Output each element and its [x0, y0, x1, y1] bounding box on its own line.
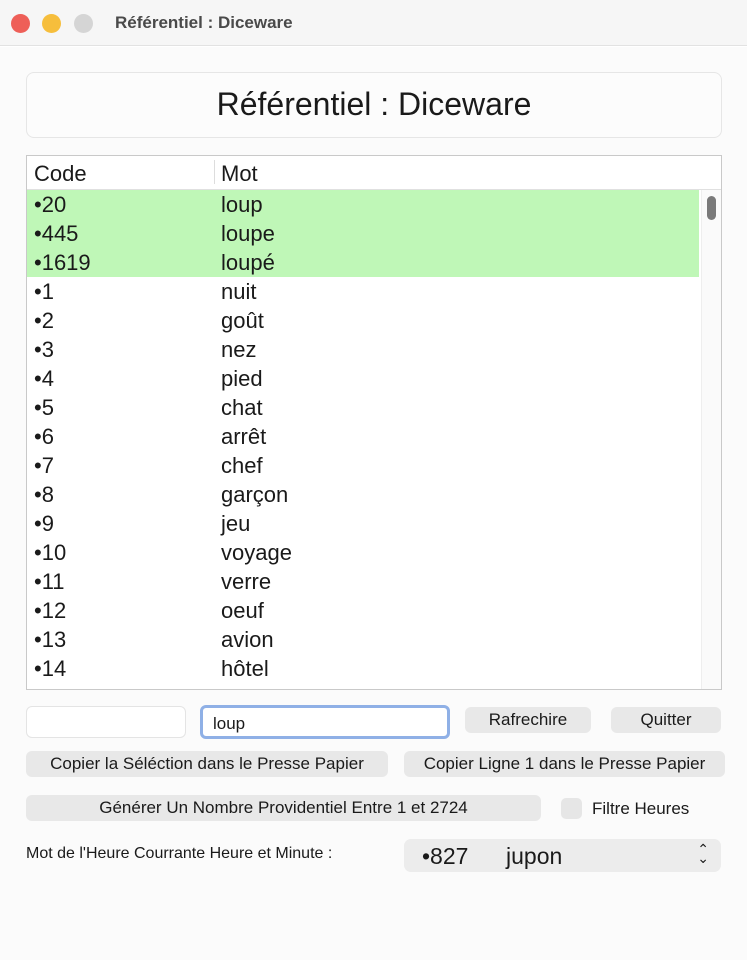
cell-code: •20 — [34, 192, 67, 217]
table-row[interactable]: •15 — [27, 683, 699, 689]
search-input[interactable]: loup — [200, 705, 450, 739]
scrollbar-thumb[interactable] — [707, 196, 716, 220]
table-row[interactable]: •4 pied — [27, 364, 699, 393]
cell-word: oeuf — [221, 598, 264, 623]
refresh-button[interactable]: Rafrechire — [465, 707, 591, 733]
cell-word: goût — [221, 308, 264, 333]
cell-word: garçon — [221, 482, 289, 507]
cell-word: voyage — [221, 540, 292, 565]
table-row[interactable]: •9 jeu — [27, 509, 699, 538]
table-row[interactable]: •11 verre — [27, 567, 699, 596]
cell-code: •8 — [34, 482, 54, 507]
copy-selection-button[interactable]: Copier la Séléction dans le Presse Papie… — [26, 751, 388, 777]
word-table[interactable]: Code Mot •20 loup •445 loupe •1619 loupé •1 nui… — [26, 155, 722, 690]
page-title: Référentiel : Diceware — [26, 72, 722, 138]
table-row[interactable]: •1 nuit — [27, 277, 699, 306]
code-input[interactable] — [26, 706, 186, 738]
cell-code: •4 — [34, 366, 54, 391]
cell-word: loup — [221, 192, 263, 217]
current-code: •827 — [422, 843, 469, 869]
cell-word: nez — [221, 337, 257, 362]
cell-code: •3 — [34, 337, 54, 362]
chevron-up-down-icon: ⌃ ⌄ — [697, 841, 709, 866]
search-input-value: loup — [213, 714, 246, 733]
cell-word: jeu — [221, 511, 251, 536]
cell-code: •5 — [34, 395, 54, 420]
cell-code: •9 — [34, 511, 54, 536]
table-row[interactable]: •12 oeuf — [27, 596, 699, 625]
table-row[interactable]: •8 garçon — [27, 480, 699, 509]
cell-word: nuit — [221, 279, 257, 304]
table-row[interactable]: •10 voyage — [27, 538, 699, 567]
cell-word: chef — [221, 453, 263, 478]
cell-word: loupe — [221, 221, 275, 246]
cell-code: •445 — [34, 221, 79, 246]
cell-code: •12 — [34, 598, 67, 623]
table-row[interactable]: •20 loup — [27, 190, 699, 219]
current-word-select[interactable]: •827 jupon ⌃ ⌄ — [404, 839, 721, 872]
cell-word: verre — [221, 569, 272, 594]
zoom-button[interactable] — [74, 14, 93, 33]
cell-code: •1 — [34, 279, 54, 304]
current-word-label: Mot de l'Heure Courrante Heure et Minute… — [26, 845, 333, 862]
table-row[interactable]: •445 loupe — [27, 219, 699, 248]
table-row[interactable]: •14 hôtel — [27, 654, 699, 683]
minimize-button[interactable] — [42, 14, 61, 33]
table-row[interactable]: •3 nez — [27, 335, 699, 364]
current-word: jupon — [506, 843, 563, 869]
cell-code: •7 — [34, 453, 54, 478]
cell-code: •10 — [34, 540, 67, 565]
cell-code: •15 — [34, 685, 66, 689]
window-title: Référentiel : Diceware — [115, 13, 293, 32]
table-row[interactable]: •7 chef — [27, 451, 699, 480]
table-header: Code Mot — [27, 156, 721, 190]
cell-word: pied — [221, 366, 263, 391]
cell-code: •14 — [34, 656, 67, 681]
cell-word: chat — [221, 395, 263, 420]
close-button[interactable] — [11, 14, 30, 33]
cell-code: •2 — [34, 308, 54, 333]
column-header-mot[interactable]: Mot — [221, 161, 258, 186]
cell-code: •6 — [34, 424, 54, 449]
title-bar: Référentiel : Diceware — [0, 0, 747, 46]
table-row[interactable]: •6 arrêt — [27, 422, 699, 451]
table-row[interactable]: •2 goût — [27, 306, 699, 335]
table-row[interactable]: •5 chat — [27, 393, 699, 422]
column-header-code[interactable]: Code — [34, 161, 87, 186]
cell-code: •1619 — [34, 250, 91, 275]
cell-word: avion — [221, 627, 274, 652]
generate-number-button[interactable]: Générer Un Nombre Providentiel Entre 1 e… — [26, 795, 541, 821]
cell-word: hôtel — [221, 656, 269, 681]
table-row[interactable]: •13 avion — [27, 625, 699, 654]
column-divider[interactable] — [214, 160, 215, 184]
cell-word: arrêt — [221, 424, 267, 449]
cell-code: •13 — [34, 627, 67, 652]
filter-hours-checkbox[interactable] — [561, 798, 582, 819]
filter-hours-label: Filtre Heures — [592, 799, 690, 818]
quit-button[interactable]: Quitter — [611, 707, 721, 733]
copy-line1-button[interactable]: Copier Ligne 1 dans le Presse Papier — [404, 751, 725, 777]
scrollbar[interactable] — [701, 190, 721, 689]
table-row[interactable]: •1619 loupé — [27, 248, 699, 277]
cell-word: loupé — [221, 250, 275, 275]
cell-code: •11 — [34, 569, 65, 594]
